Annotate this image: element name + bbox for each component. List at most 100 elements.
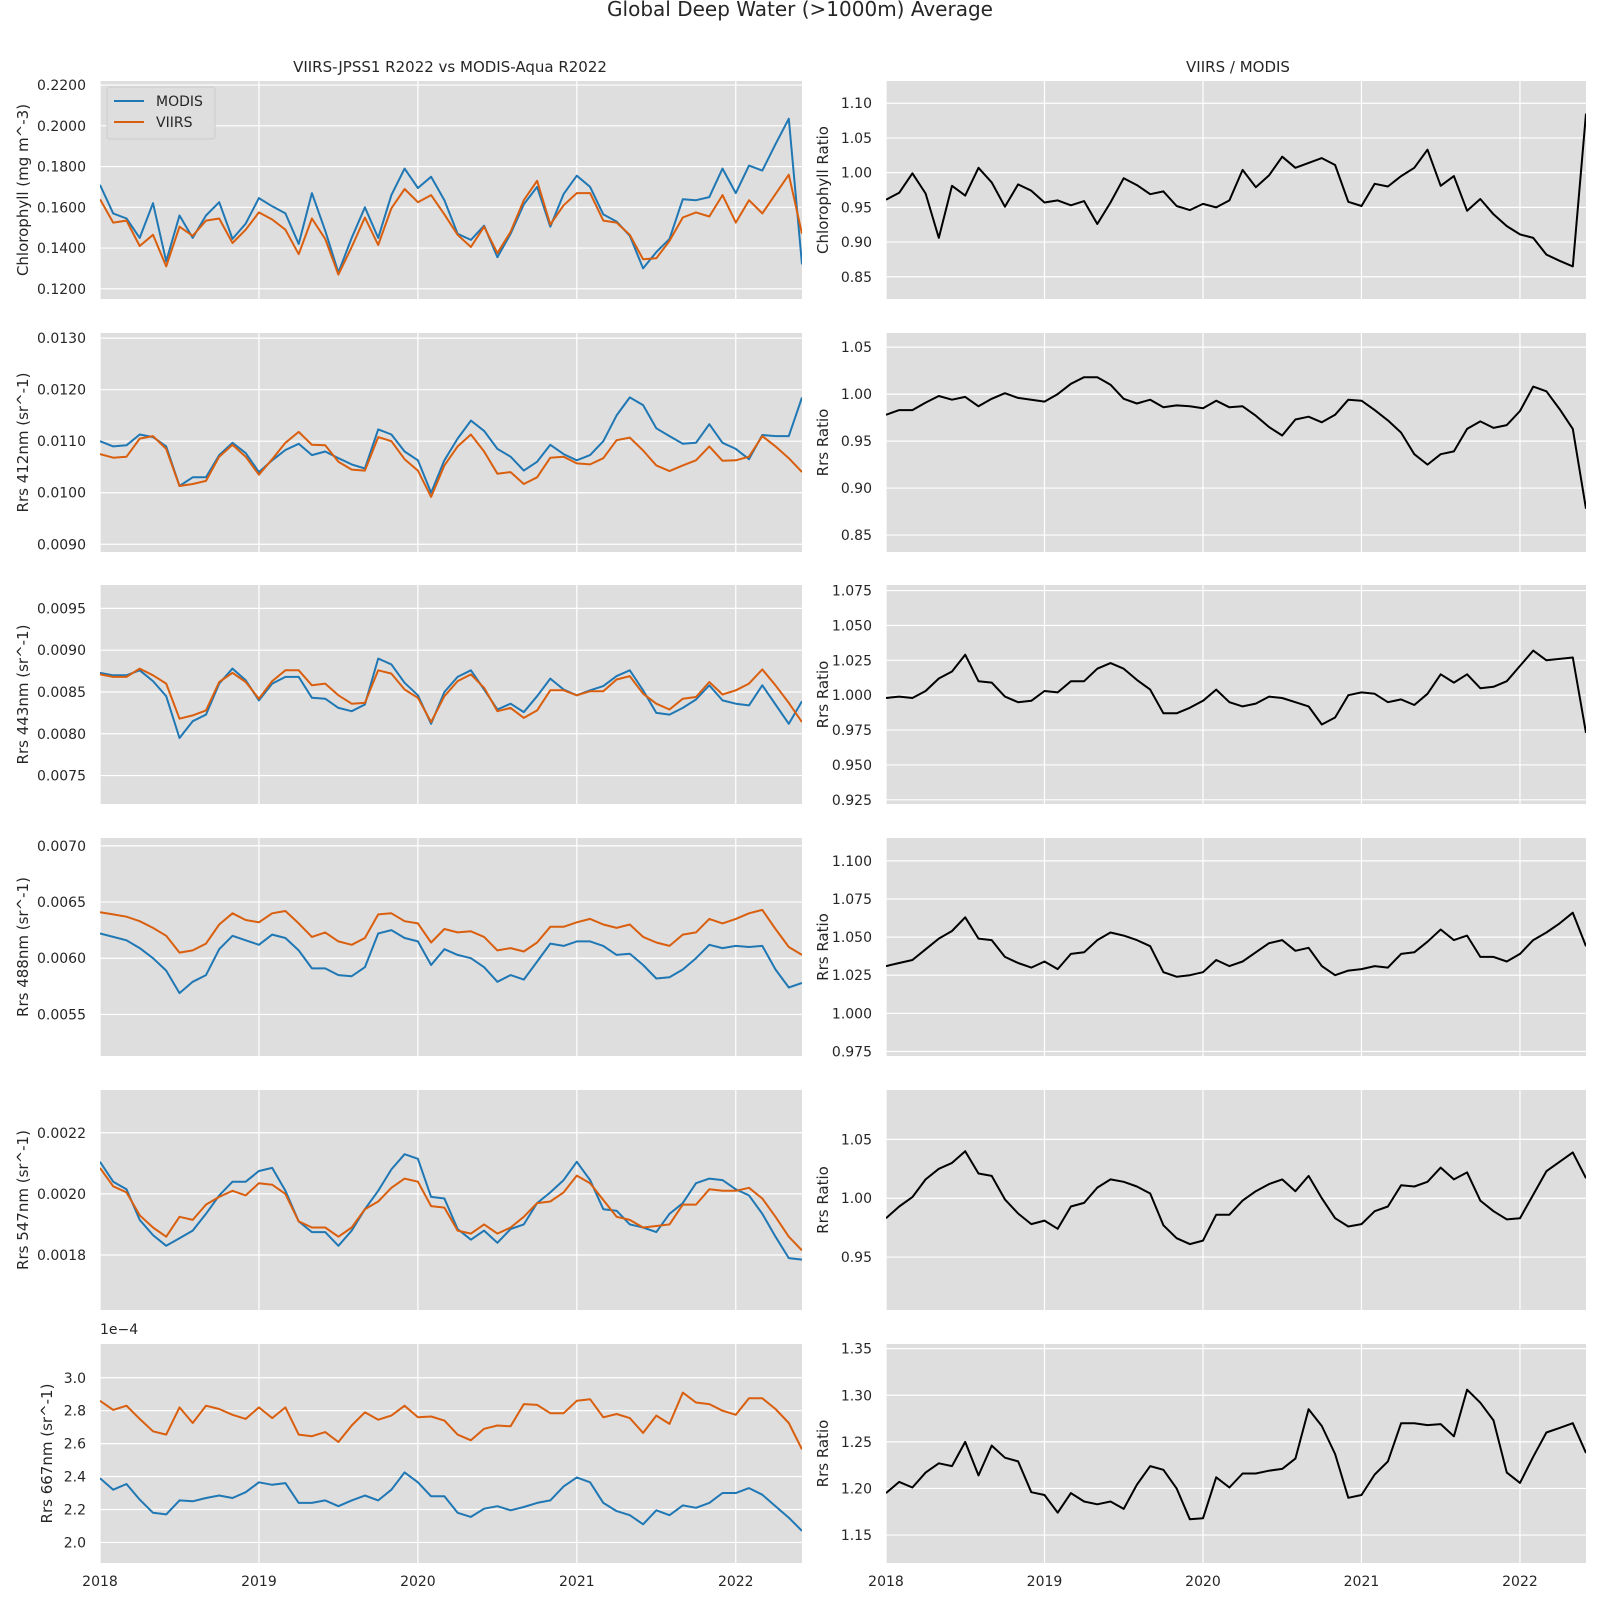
series-line-modis [100,929,802,995]
y-tick-label: 1.075 [832,584,872,600]
y-tick-label: 1.00 [841,387,872,403]
panel-1: 0.1200 0.1400 0.1600 0.1800 0.2000 0.2200 Chlo… [14,78,802,299]
plot-area [100,838,802,1056]
panel-9: 0.925 0.950 0.975 1.000 1.025 1.050 1.075 Rrs R… [814,584,1586,809]
y-tick-label: 0.0080 [37,727,86,743]
y-axis-label: Rrs 443nm (sr^-1) [14,625,32,765]
x-tick-label: 2022 [1502,1574,1538,1590]
y-tick-label: 1.00 [841,166,872,182]
panel-4: 0.0055 0.0060 0.0065 0.0070 Rrs 488nm (sr^-1… [14,838,802,1056]
y-axis-label: Rrs 667nm (sr^-1) [38,1384,56,1524]
y-offset-label: 1e−4 [100,1322,138,1338]
ratio-series-line [886,911,1586,978]
plot-area [886,81,1586,299]
series-line-viirs [100,908,802,956]
y-tick-label: 1.000 [832,688,872,704]
series-line-viirs [100,1391,802,1450]
plot-area [886,1344,1586,1563]
y-tick-label: 0.0018 [37,1248,86,1264]
y-tick-label: 0.0120 [37,383,86,399]
legend: MODIS VIIRS [106,86,216,140]
y-tick-label: 1.025 [832,968,872,984]
y-tick-label: 0.1600 [37,200,86,216]
panel-8: 0.85 0.90 0.95 1.00 1.05 Rrs Ratio [814,333,1586,552]
y-tick-label: 0.0060 [37,951,86,967]
panel-3: 0.0075 0.0080 0.0085 0.0090 0.0095 Rrs 443nm … [14,585,802,804]
y-axis-label: Rrs 412nm (sr^-1) [14,373,32,513]
y-axis-label: Chlorophyll (mg m^-3) [14,104,32,276]
right-column-title: VIIRS / MODIS [1186,58,1290,76]
y-tick-label: 1.10 [841,96,872,112]
y-tick-label: 1.05 [841,1132,872,1148]
y-tick-label: 0.0065 [37,895,86,911]
series-line-viirs [100,1167,802,1252]
x-tick-label: 2019 [1027,1574,1063,1590]
y-tick-label: 0.0022 [37,1126,86,1142]
y-axis-label: Rrs 488nm (sr^-1) [14,877,32,1017]
y-tick-label: 0.975 [832,723,872,739]
y-tick-label: 2.6 [64,1437,86,1453]
y-tick-label: 1.075 [832,892,872,908]
y-tick-label: 0.95 [841,1250,872,1266]
ratio-series-line [886,113,1586,268]
plot-area [886,838,1586,1056]
y-tick-label: 1.05 [841,131,872,147]
panel-10: 0.975 1.000 1.025 1.050 1.075 1.100 Rrs Ratio [814,838,1586,1060]
y-axis-label: Rrs Ratio [814,1166,832,1234]
y-tick-label: 0.1800 [37,160,86,176]
y-axis-label: Rrs Ratio [814,913,832,981]
panel-12: 1.15 1.20 1.25 1.30 1.35 Rrs Ratio 2018 2019 202… [814,1342,1586,1590]
y-tick-label: 2.8 [64,1404,86,1420]
y-tick-label: 0.0075 [37,769,86,785]
plot-area [886,585,1586,804]
ratio-series-line [886,649,1586,734]
plot-area [100,1344,802,1563]
y-tick-label: 0.0130 [37,331,86,347]
y-tick-label: 0.0110 [37,434,86,450]
y-tick-label: 0.90 [841,481,872,497]
panel-5: 0.0018 0.0020 0.0022 Rrs 547nm (sr^-1) [14,1090,802,1310]
y-tick-label: 0.0100 [37,486,86,502]
x-tick-label: 2021 [1344,1574,1380,1590]
y-tick-label: 2.2 [64,1502,86,1518]
series-line-viirs [100,173,802,276]
panel-2: 0.0090 0.0100 0.0110 0.0120 0.0130 Rrs 412nm … [14,331,802,553]
y-axis-label: Rrs Ratio [814,409,832,477]
y-tick-label: 1.100 [832,854,872,870]
y-tick-label: 0.0085 [37,685,86,701]
y-tick-label: 1.050 [832,618,872,634]
y-tick-label: 1.35 [841,1342,872,1358]
x-tick-label: 2022 [718,1574,754,1590]
left-column-title: VIIRS-JPSS1 R2022 vs MODIS-Aqua R2022 [293,58,607,76]
y-axis-label: Rrs 547nm (sr^-1) [14,1130,32,1270]
y-axis-label: Rrs Ratio [814,1420,832,1488]
series-line-viirs [100,667,802,724]
plot-area [100,1090,802,1310]
y-tick-label: 1.15 [841,1528,872,1544]
y-tick-label: 0.85 [841,528,872,544]
y-tick-label: 1.050 [832,930,872,946]
y-tick-label: 0.2200 [37,78,86,94]
plot-area [100,333,802,552]
y-tick-label: 0.95 [841,434,872,450]
panel-6: 2.0 2.2 2.4 2.6 2.8 3.0 1e−4 Rrs 667nm (sr^-1) 2… [38,1322,802,1590]
y-tick-label: 1.25 [841,1435,872,1451]
y-tick-label: 0.0090 [37,643,86,659]
figure-title: Global Deep Water (>1000m) Average [607,0,993,21]
y-tick-label: 2.4 [64,1470,86,1486]
y-tick-label: 0.2000 [37,119,86,135]
panels: 0.1200 0.1400 0.1600 0.1800 0.2000 0.2200 Chlo… [14,78,1586,1590]
y-tick-label: 0.0055 [37,1007,86,1023]
x-tick-label: 2018 [82,1574,118,1590]
y-tick-label: 1.025 [832,653,872,669]
plot-area [886,1090,1586,1310]
panel-7: 0.85 0.90 0.95 1.00 1.05 1.10 Chlorophyll Rati… [814,81,1586,299]
plot-area [100,81,802,299]
y-tick-label: 1.05 [841,340,872,356]
x-tick-label: 2020 [400,1574,436,1590]
y-tick-label: 3.0 [64,1371,86,1387]
x-tick-label: 2019 [241,1574,277,1590]
legend-label-viirs: VIIRS [156,115,193,131]
y-tick-label: 1.20 [841,1481,872,1497]
ratio-series-line [886,376,1586,509]
